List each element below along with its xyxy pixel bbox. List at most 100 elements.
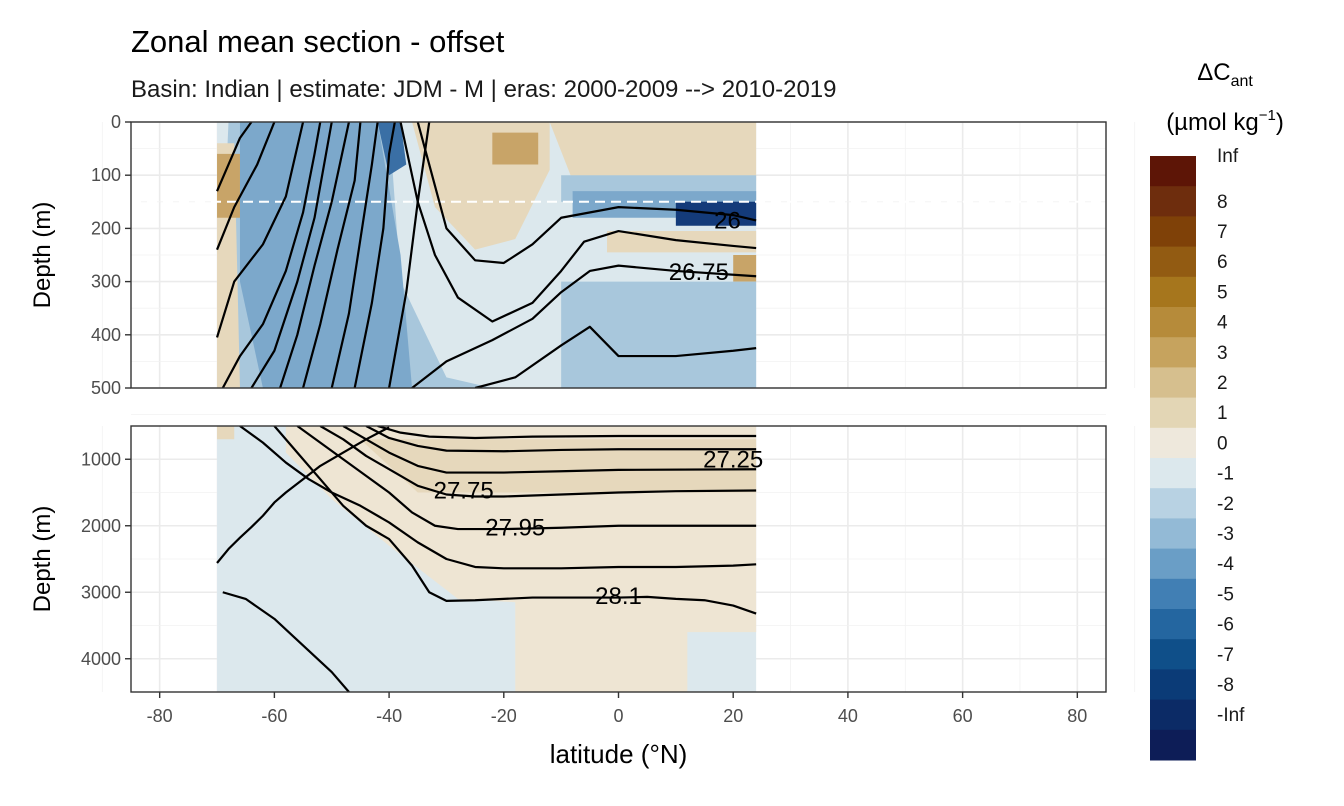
x-tick-label: -20 — [491, 706, 517, 726]
field-gap — [217, 699, 223, 712]
field-brown-north — [492, 132, 539, 165]
legend-swatch — [1150, 458, 1196, 489]
contour-label: 27.25 — [703, 446, 763, 473]
field-tan-ne — [549, 122, 757, 181]
field-dark-blue — [377, 122, 407, 176]
x-tick-label: 60 — [953, 706, 973, 726]
legend-swatch — [1150, 518, 1196, 550]
y-tick-label: 300 — [91, 272, 121, 292]
isopycnal-line — [342, 426, 757, 474]
isopycnal-line — [239, 426, 757, 570]
legend-label: -Inf — [1217, 705, 1245, 726]
legend-label: -2 — [1217, 494, 1234, 515]
legend-swatch — [1150, 186, 1196, 217]
isopycnal-line — [216, 122, 276, 251]
legend-swatch — [1150, 639, 1196, 670]
y-tick-label: 0 — [111, 112, 121, 132]
legend-label: 2 — [1217, 373, 1228, 394]
legend-swatch — [1150, 729, 1196, 761]
x-tick-label: -40 — [376, 706, 402, 726]
legend-swatch — [1150, 669, 1196, 701]
legend-swatch — [1150, 488, 1196, 519]
x-tick-label: 20 — [723, 706, 743, 726]
isopycnal-line — [330, 122, 379, 388]
isopycnals — [215, 122, 757, 388]
legend-swatch — [1150, 427, 1196, 459]
isopycnal-line — [301, 122, 362, 388]
x-tick-label: 0 — [613, 706, 623, 726]
x-tick-label: -80 — [147, 706, 173, 726]
legend-label: 3 — [1217, 343, 1228, 364]
colorbar-legend: ΔCant (µmol kg−1) Inf 8 7 6 5 4 3 2 1 0 -1 -2 -3 -4 -5 -6… — [1150, 59, 1284, 761]
axes: -80 -60 -40 -20 0 20 40 60 80 latitude (°N) — [147, 692, 1087, 769]
legend-swatch — [1150, 307, 1196, 338]
upper-panel: 26 26.75 0 100 200 300 400 500 Depth (m) — [29, 112, 1136, 416]
field-blue-deep — [561, 281, 757, 388]
contour-label: 26 — [714, 207, 741, 234]
y-tick-label: 400 — [91, 325, 121, 345]
isopycnal-line — [216, 426, 390, 564]
isopycnal-line — [221, 122, 322, 388]
y-tick-label: 3000 — [81, 582, 121, 602]
isopycnal-line — [215, 122, 305, 338]
y-tick-label: 1000 — [81, 449, 121, 469]
field-tan — [360, 439, 757, 493]
legend-title: ΔCant — [1197, 59, 1253, 90]
field-fill — [217, 122, 757, 388]
legend-label: -3 — [1217, 524, 1234, 545]
isopycnal-line — [353, 122, 396, 388]
legend-label: 0 — [1217, 433, 1228, 454]
isopycnal-line — [399, 122, 757, 323]
isopycnal-line — [279, 122, 351, 388]
isopycnal-line — [416, 122, 757, 265]
legend-swatch — [1150, 578, 1196, 610]
y-tick-label: 100 — [91, 165, 121, 185]
legend-swatch — [1150, 699, 1196, 731]
legend-label: 8 — [1217, 192, 1228, 213]
legend-label: -5 — [1217, 584, 1234, 605]
legend-label: -7 — [1217, 645, 1234, 666]
legend-label: 4 — [1217, 313, 1228, 334]
legend-swatch — [1150, 609, 1196, 640]
y-tick-label: 2000 — [81, 516, 121, 536]
isopycnal-line — [296, 426, 757, 531]
isopycnal-line — [273, 426, 757, 615]
y-tick-label: 500 — [91, 378, 121, 398]
isopycnal-line — [474, 325, 757, 388]
chart-subtitle: Basin: Indian | estimate: JDM - M | eras… — [131, 76, 837, 103]
legend-swatch — [1150, 548, 1196, 580]
y-tick-label: 4000 — [81, 649, 121, 669]
legend-unit: (µmol kg−1) — [1166, 107, 1284, 136]
isopycnal-line — [216, 122, 253, 192]
legend-label: -6 — [1217, 615, 1234, 636]
legend-label: -1 — [1217, 464, 1234, 485]
field-brown-deep — [733, 255, 757, 282]
y-axis-title: Depth (m) — [29, 202, 56, 309]
legend-label: 7 — [1217, 222, 1228, 243]
y-axis-title: Depth (m) — [29, 506, 56, 613]
lower-panel: 27.25 27.75 27.95 28.1 1000 2000 3000 4000 Depth… — [29, 425, 1136, 712]
panel-border — [130, 121, 1107, 389]
legend-swatch — [1150, 216, 1196, 248]
legend-label: Inf — [1217, 146, 1239, 167]
isopycnal-line — [319, 426, 757, 498]
isopycnal-line — [365, 426, 757, 453]
contour-label: 26.75 — [669, 259, 729, 286]
chart-title: Zonal mean section - offset — [131, 24, 505, 59]
isopycnal-line — [411, 264, 757, 388]
y-tick-label: 200 — [91, 218, 121, 238]
legend-label: 1 — [1217, 403, 1228, 424]
legend-label: 5 — [1217, 282, 1228, 303]
x-tick-label: 80 — [1067, 706, 1087, 726]
isopycnal-line — [388, 122, 431, 388]
isopycnal-line — [222, 591, 350, 692]
field-tan-edge — [217, 426, 235, 440]
contour-label: 27.75 — [434, 478, 494, 505]
legend-swatch — [1150, 246, 1196, 278]
x-tick-label: -60 — [261, 706, 287, 726]
legend-swatch — [1150, 337, 1196, 368]
contour-label: 28.1 — [595, 583, 642, 610]
contour-label: 27.95 — [485, 515, 545, 542]
x-tick-label: 40 — [838, 706, 858, 726]
